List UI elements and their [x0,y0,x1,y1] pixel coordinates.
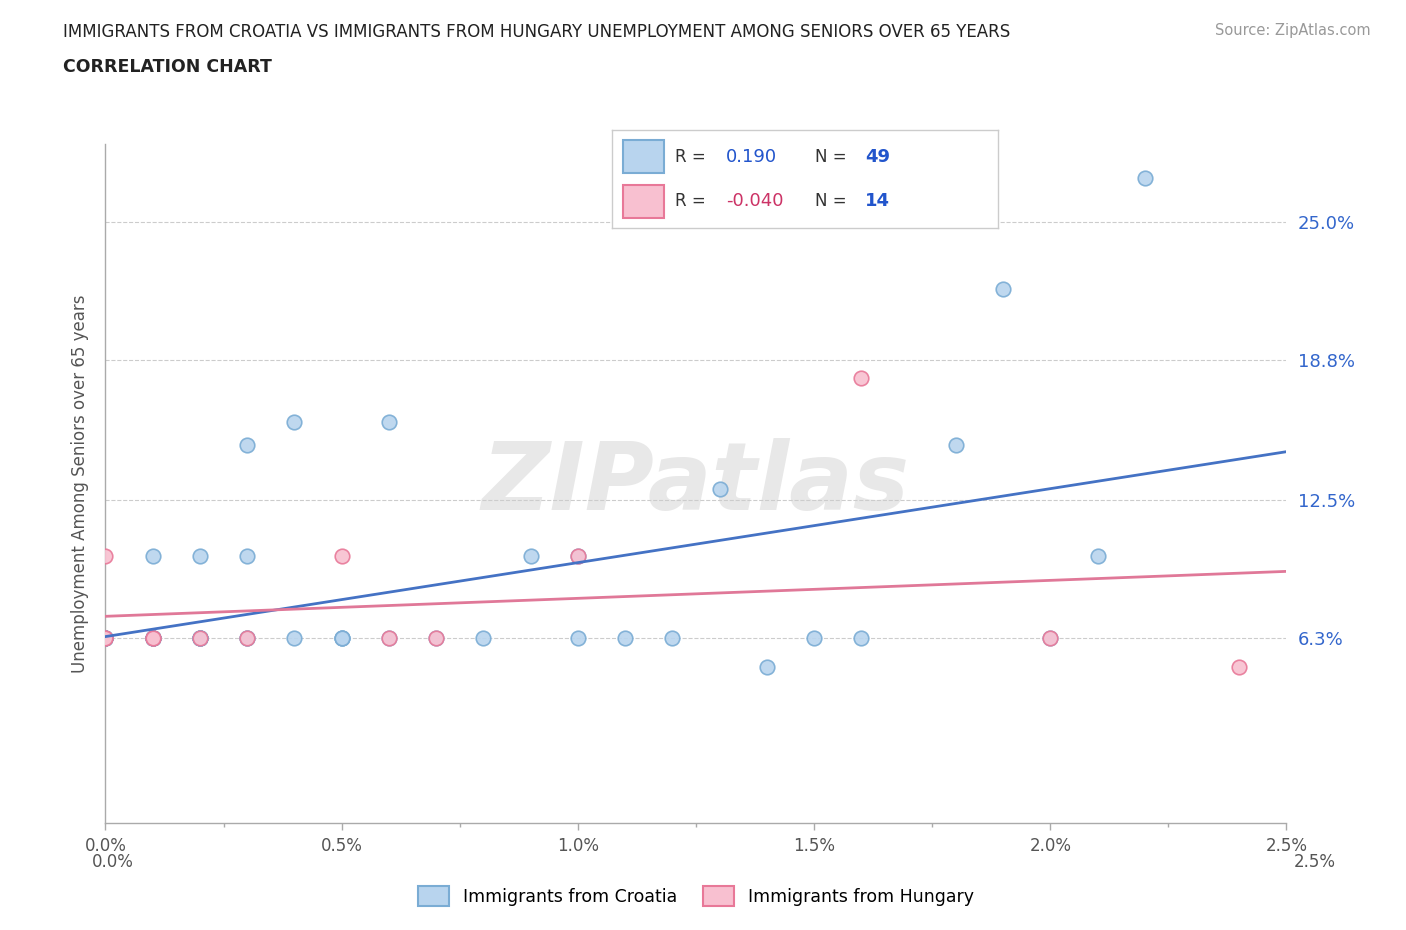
Point [614,631,637,645]
Point [755,659,778,674]
Point [567,631,589,645]
Point [283,415,305,430]
Point [142,631,165,645]
Text: N =: N = [814,192,846,209]
Point [142,631,165,645]
Text: R =: R = [675,192,706,209]
Point [378,631,401,645]
Text: IMMIGRANTS FROM CROATIA VS IMMIGRANTS FROM HUNGARY UNEMPLOYMENT AMONG SENIORS OV: IMMIGRANTS FROM CROATIA VS IMMIGRANTS FR… [63,23,1011,41]
Point [945,437,967,452]
Point [94,631,117,645]
Point [94,631,117,645]
Point [142,631,165,645]
Point [94,631,117,645]
Legend: Immigrants from Croatia, Immigrants from Hungary: Immigrants from Croatia, Immigrants from… [418,886,974,906]
Point [142,631,165,645]
Text: -0.040: -0.040 [725,192,783,209]
Point [94,549,117,564]
Point [236,437,259,452]
Bar [623,140,664,173]
Text: 2.5%: 2.5% [1294,853,1336,871]
Point [1039,631,1062,645]
Text: ZIPatlas: ZIPatlas [482,438,910,529]
Point [94,631,117,645]
Point [94,631,117,645]
Point [803,631,825,645]
Point [709,482,731,497]
Point [1039,631,1062,645]
Point [991,282,1014,297]
Text: 0.190: 0.190 [725,148,776,166]
Point [94,631,117,645]
Point [1133,170,1156,185]
Point [661,631,683,645]
Point [519,549,541,564]
Point [188,631,211,645]
Point [236,549,259,564]
Point [330,549,353,564]
Point [851,631,873,645]
Text: R =: R = [675,148,706,166]
Point [188,549,211,564]
Point [142,631,165,645]
Point [1087,549,1109,564]
Point [330,631,353,645]
Point [188,631,211,645]
Bar [623,185,664,219]
Point [94,631,117,645]
Point [236,631,259,645]
Point [236,631,259,645]
Point [378,631,401,645]
Point [851,370,873,385]
Text: Source: ZipAtlas.com: Source: ZipAtlas.com [1215,23,1371,38]
Point [283,631,305,645]
Text: 14: 14 [865,192,890,209]
Text: N =: N = [814,148,846,166]
Y-axis label: Unemployment Among Seniors over 65 years: Unemployment Among Seniors over 65 years [72,295,90,672]
Point [330,631,353,645]
Point [142,549,165,564]
Point [188,631,211,645]
Point [142,631,165,645]
Point [142,631,165,645]
Point [188,631,211,645]
Point [1227,659,1250,674]
Point [425,631,447,645]
Point [378,415,401,430]
Point [142,631,165,645]
Point [188,631,211,645]
Point [94,631,117,645]
Point [567,549,589,564]
Point [94,631,117,645]
Point [188,631,211,645]
Point [425,631,447,645]
Text: CORRELATION CHART: CORRELATION CHART [63,58,273,75]
Point [472,631,495,645]
Point [567,549,589,564]
Point [94,631,117,645]
Text: 49: 49 [865,148,890,166]
Point [142,631,165,645]
Point [236,631,259,645]
Point [330,631,353,645]
Text: 0.0%: 0.0% [91,853,134,871]
